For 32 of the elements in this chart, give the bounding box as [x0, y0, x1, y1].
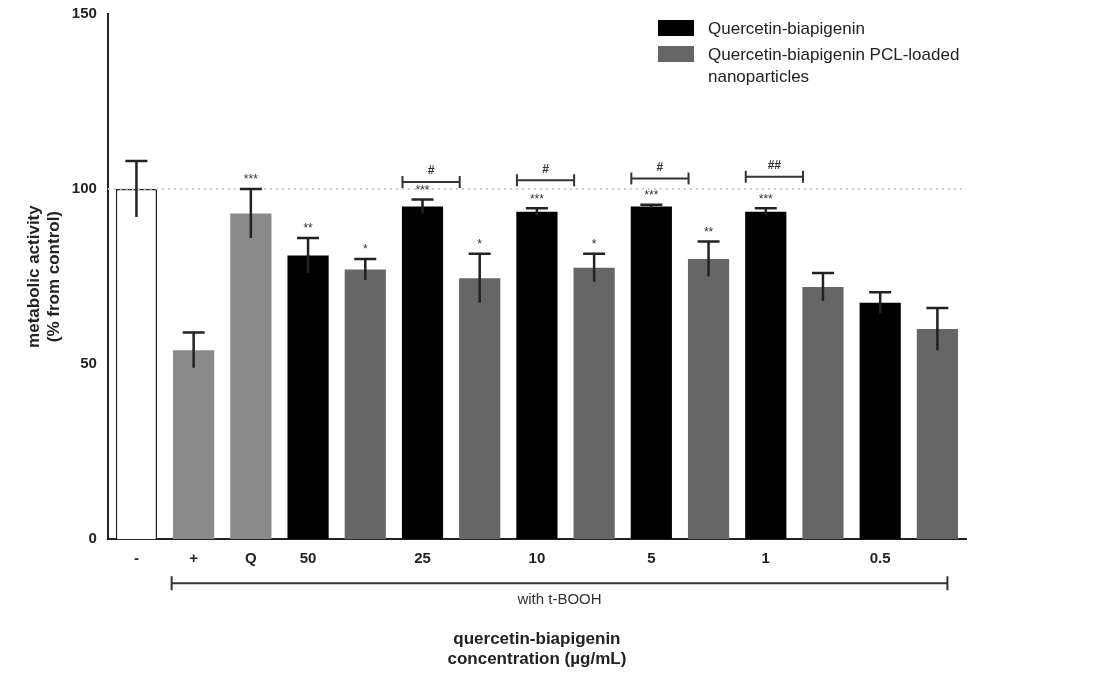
annotation: * — [591, 237, 597, 252]
annotation: # — [656, 159, 664, 174]
y-tick-label: 150 — [71, 4, 97, 22]
x-tick-label: 1 — [761, 549, 770, 567]
y-tick-label: 100 — [71, 179, 97, 197]
y-axis-title: metabolic activity (% from control) — [23, 204, 64, 348]
x-tick-label: 25 — [414, 549, 431, 567]
x-tick-label: Q — [245, 549, 258, 567]
annotation: *** — [758, 191, 774, 206]
x-tick-label: - — [133, 549, 139, 567]
annotation: *** — [644, 188, 659, 203]
x-tick-label: 10 — [528, 549, 546, 567]
annotation: # — [542, 161, 550, 176]
annotation: *** — [529, 191, 545, 206]
annotation: * — [362, 242, 368, 257]
annotation: ** — [303, 221, 314, 236]
x-tick-label: + — [189, 549, 199, 567]
x-axis-title: quercetin-biapigenin concentration (µg/mL) — [447, 629, 627, 669]
annotation: # — [427, 163, 435, 178]
y-tick-label: 50 — [80, 354, 97, 372]
x-tick-label: 5 — [647, 549, 656, 567]
legend-label: Quercetin-biapigenin — [708, 18, 866, 40]
text: with t-BOOH — [516, 589, 602, 607]
x-tick-label: 0.5 — [869, 549, 891, 567]
annotation: *** — [415, 182, 430, 197]
annotation: ** — [703, 224, 714, 239]
annotation: * — [477, 237, 483, 252]
annotation: *** — [243, 172, 259, 187]
legend-label: Quercetin-biapigenin PCL-loaded nanoparticles — [708, 44, 961, 88]
x-tick-label: 50 — [299, 549, 317, 567]
annotation: ## — [767, 157, 782, 172]
y-tick-label: 0 — [88, 529, 97, 547]
